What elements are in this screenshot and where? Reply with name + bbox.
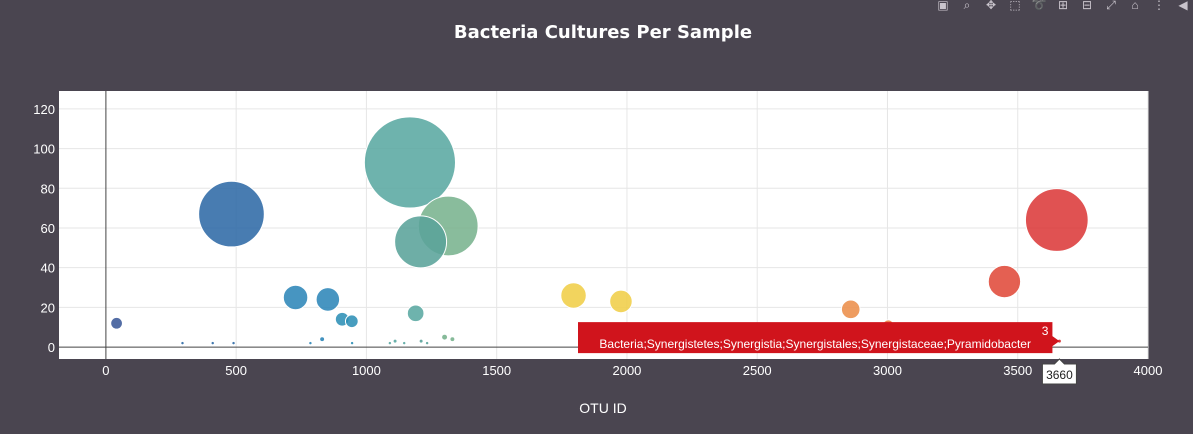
autoscale-icon[interactable]: ⤢	[1106, 0, 1116, 12]
zoom-icon[interactable]: ⌕	[963, 0, 971, 12]
bubble-point[interactable]	[442, 334, 448, 340]
pan-icon[interactable]: ✥	[985, 0, 997, 12]
hover-y-value: 3	[1042, 324, 1049, 338]
x-tick-label: 3500	[1003, 363, 1032, 378]
lasso-select-icon[interactable]: ➰	[1031, 0, 1047, 12]
y-tick-label: 40	[41, 261, 55, 276]
bubble-point[interactable]	[425, 341, 429, 345]
bubble-point[interactable]	[406, 304, 425, 323]
x-tick-label: 0	[102, 363, 109, 378]
hover-x-value: 3660	[1046, 368, 1073, 382]
chart-title: Bacteria Cultures Per Sample	[453, 22, 753, 43]
bubble-point[interactable]	[344, 314, 359, 329]
bubble-point[interactable]	[232, 341, 235, 345]
hover-label-text: Bacteria;Synergistetes;Synergistia;Syner…	[599, 337, 1031, 351]
x-tick-label: 2500	[743, 363, 772, 378]
bubble-point[interactable]	[393, 339, 397, 343]
x-tick-label: 1500	[482, 363, 511, 378]
y-tick-label: 80	[41, 181, 55, 196]
bubble-point[interactable]	[419, 339, 423, 343]
bubble-point[interactable]	[198, 180, 265, 248]
camera-icon[interactable]: ▣	[937, 0, 949, 12]
bubble-point[interactable]	[350, 341, 354, 345]
x-tick-label: 500	[225, 363, 247, 378]
bubble-point[interactable]	[363, 116, 456, 209]
y-tick-label: 20	[41, 300, 55, 315]
x-tick-label: 4000	[1134, 363, 1163, 378]
bubble-point[interactable]	[987, 264, 1022, 299]
bubble-point[interactable]	[320, 337, 325, 342]
x-axis-title: OTU ID	[579, 400, 626, 416]
bubble-point[interactable]	[609, 289, 633, 314]
bubble-point[interactable]	[282, 284, 309, 311]
x-tick-label: 2000	[612, 363, 641, 378]
y-tick-label: 60	[41, 221, 55, 236]
bubble-point[interactable]	[840, 299, 861, 320]
bubble-point[interactable]	[315, 287, 341, 312]
bubble-point[interactable]	[560, 282, 587, 309]
hover-compare-icon[interactable]: ◀	[1178, 0, 1188, 12]
x-tick-label: 3000	[873, 363, 902, 378]
y-tick-label: 0	[48, 340, 55, 355]
zoom-out-icon[interactable]: ⊟	[1081, 0, 1093, 12]
bubble-point[interactable]	[211, 341, 214, 345]
bubble-point[interactable]	[110, 316, 123, 330]
y-tick-label: 120	[33, 102, 55, 117]
bubble-point[interactable]	[181, 341, 184, 345]
bubble-point[interactable]	[388, 341, 392, 345]
modebar: ▣ ⌕ ✥ ⬚ ➰ ⊞ ⊟ ⤢ ⌂ ⋮ ◀	[933, 0, 1193, 12]
x-tick-label: 1000	[352, 363, 381, 378]
spikelines-icon[interactable]: ⋮	[1153, 0, 1165, 12]
hover-box	[578, 322, 1060, 354]
grid-lines	[59, 91, 1149, 359]
bubbles	[110, 116, 1089, 345]
tick-labels: 0 500 1000 1500 2000 2500 3000 3500 4000 0 20 40 60 8…	[33, 102, 1162, 378]
zoom-in-icon[interactable]: ⊞	[1057, 0, 1069, 12]
bubble-point[interactable]	[309, 341, 312, 345]
bubble-point[interactable]	[394, 215, 448, 269]
box-select-icon[interactable]: ⬚	[1009, 0, 1021, 12]
hover-x-box	[1041, 358, 1077, 385]
bubble-point[interactable]	[450, 337, 455, 342]
y-tick-label: 100	[33, 142, 55, 157]
hover-tooltip: 3 Bacteria;Synergistetes;Synergistia;Syne…	[578, 322, 1077, 385]
bubble-point[interactable]	[402, 341, 406, 345]
bubble-point[interactable]	[1024, 188, 1089, 252]
home-icon[interactable]: ⌂	[1131, 0, 1139, 12]
